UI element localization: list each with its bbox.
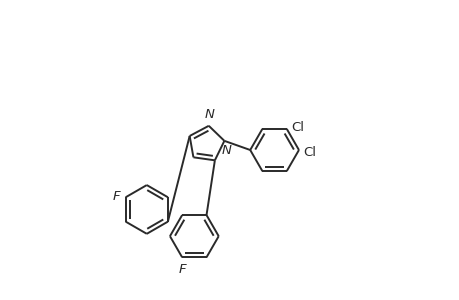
Text: Cl: Cl	[291, 121, 303, 134]
Text: F: F	[179, 263, 186, 276]
Text: Cl: Cl	[303, 146, 316, 159]
Text: N: N	[205, 108, 214, 121]
Text: F: F	[112, 190, 120, 202]
Text: N: N	[221, 144, 231, 157]
